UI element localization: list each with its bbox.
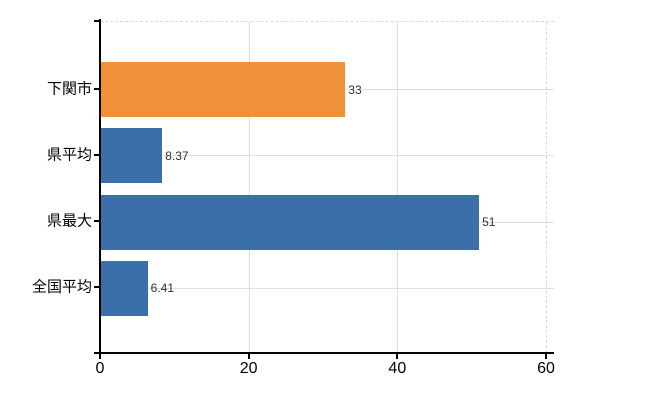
y-axis-tick-1 xyxy=(94,153,100,156)
x-axis-tick-label-20: 20 xyxy=(239,360,258,377)
y-axis-line xyxy=(99,19,101,353)
x-axis-tick-label-60: 60 xyxy=(537,360,555,377)
x-axis-tick-40 xyxy=(396,353,399,359)
y-axis-top-tick xyxy=(94,20,100,22)
x-axis-tick-60 xyxy=(545,353,547,359)
x-axis-tick-0 xyxy=(99,353,101,359)
category-label-1: 県平均 xyxy=(46,146,92,164)
gridline-vertical-20 xyxy=(248,22,250,353)
category-label-3: 全国平均 xyxy=(31,278,92,296)
x-axis-tick-label-40: 40 xyxy=(388,360,407,377)
y-axis-tick-3 xyxy=(94,286,100,289)
bar-series-1 xyxy=(100,128,163,184)
gridline-vertical-40 xyxy=(397,22,399,353)
category-label-2: 県最大 xyxy=(46,212,92,230)
gridline-horizontal-3 xyxy=(100,287,554,289)
category-label-0: 下関市 xyxy=(46,80,92,97)
plot-area: 33 8.37 51 6.41 xyxy=(100,21,554,353)
gridline-horizontal-1 xyxy=(100,155,554,157)
bar-series-3 xyxy=(100,260,148,316)
x-axis-tick-20 xyxy=(247,353,250,359)
bar-series-2 xyxy=(100,194,480,250)
bar-highlight-0 xyxy=(100,62,346,117)
value-label-1: 8.37 xyxy=(165,148,189,163)
value-label-2: 51 xyxy=(482,215,496,230)
plot-right-border xyxy=(546,22,547,353)
value-label-3: 6.41 xyxy=(150,281,174,296)
x-axis-tick-label-0: 0 xyxy=(95,360,105,377)
y-axis-tick-0 xyxy=(94,87,100,90)
x-axis-line xyxy=(94,352,554,354)
y-axis-tick-2 xyxy=(94,220,100,223)
value-label-0: 33 xyxy=(348,82,362,97)
